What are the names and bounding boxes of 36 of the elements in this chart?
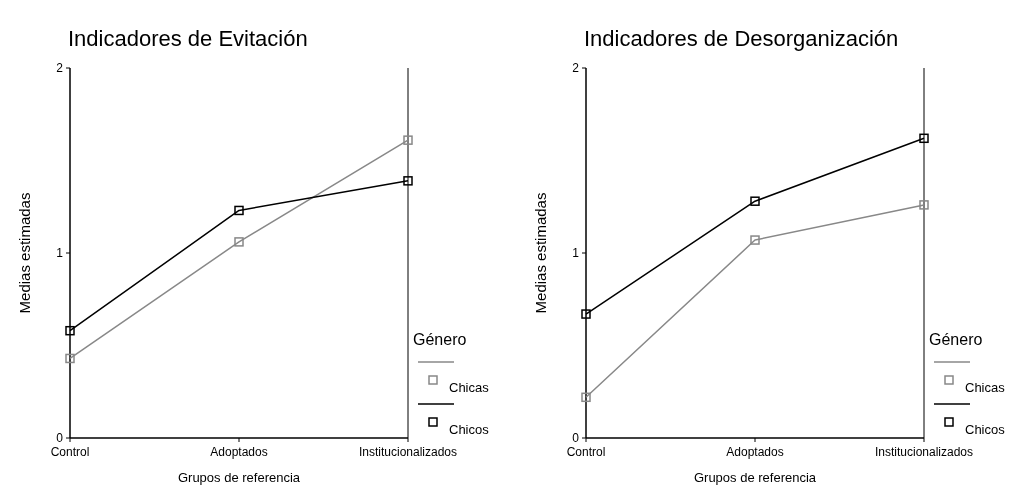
y-tick-label: 1 bbox=[56, 246, 64, 260]
point bbox=[65, 325, 75, 336]
y-tick-label: 2 bbox=[572, 61, 580, 75]
x-tick-label: Institucionalizados bbox=[874, 445, 974, 459]
y-axis-title: Medias estimadas bbox=[16, 192, 33, 314]
point bbox=[403, 176, 413, 186]
point bbox=[234, 237, 244, 247]
x-tick-label: Adoptados bbox=[726, 445, 784, 459]
x-tick-label: Control bbox=[566, 445, 606, 459]
y-tick-label: 1 bbox=[572, 246, 580, 260]
point bbox=[581, 392, 591, 403]
point bbox=[919, 200, 929, 210]
point bbox=[750, 196, 760, 206]
legend-label: Chicos bbox=[965, 422, 1006, 437]
point bbox=[919, 133, 929, 144]
x-tick-label: Control bbox=[50, 445, 90, 459]
chart-title: Indicadores de Desorganización bbox=[584, 26, 899, 51]
point bbox=[65, 353, 75, 364]
point bbox=[234, 205, 244, 216]
y-axis-title: Medias estimadas bbox=[532, 192, 549, 314]
x-tick-label: Adoptados bbox=[210, 445, 268, 459]
x-axis-title: Grupos de referencia bbox=[693, 470, 817, 485]
point bbox=[581, 309, 591, 319]
point bbox=[750, 235, 760, 245]
point bbox=[403, 135, 413, 145]
chart-title: Indicadores de Evitación bbox=[68, 26, 308, 51]
legend-title: Género bbox=[929, 331, 983, 348]
y-tick-label: 2 bbox=[56, 61, 64, 75]
legend-label: Chicas bbox=[965, 380, 1006, 395]
legend-label: Chicos bbox=[449, 422, 490, 437]
x-tick-label: Institucionalizados bbox=[358, 445, 458, 459]
legend-title: Género bbox=[413, 331, 467, 348]
y-tick-label: 0 bbox=[572, 431, 580, 445]
y-tick-label: 0 bbox=[56, 431, 64, 445]
legend-label: Chicas bbox=[449, 380, 490, 395]
x-axis-title: Grupos de referencia bbox=[177, 470, 301, 485]
